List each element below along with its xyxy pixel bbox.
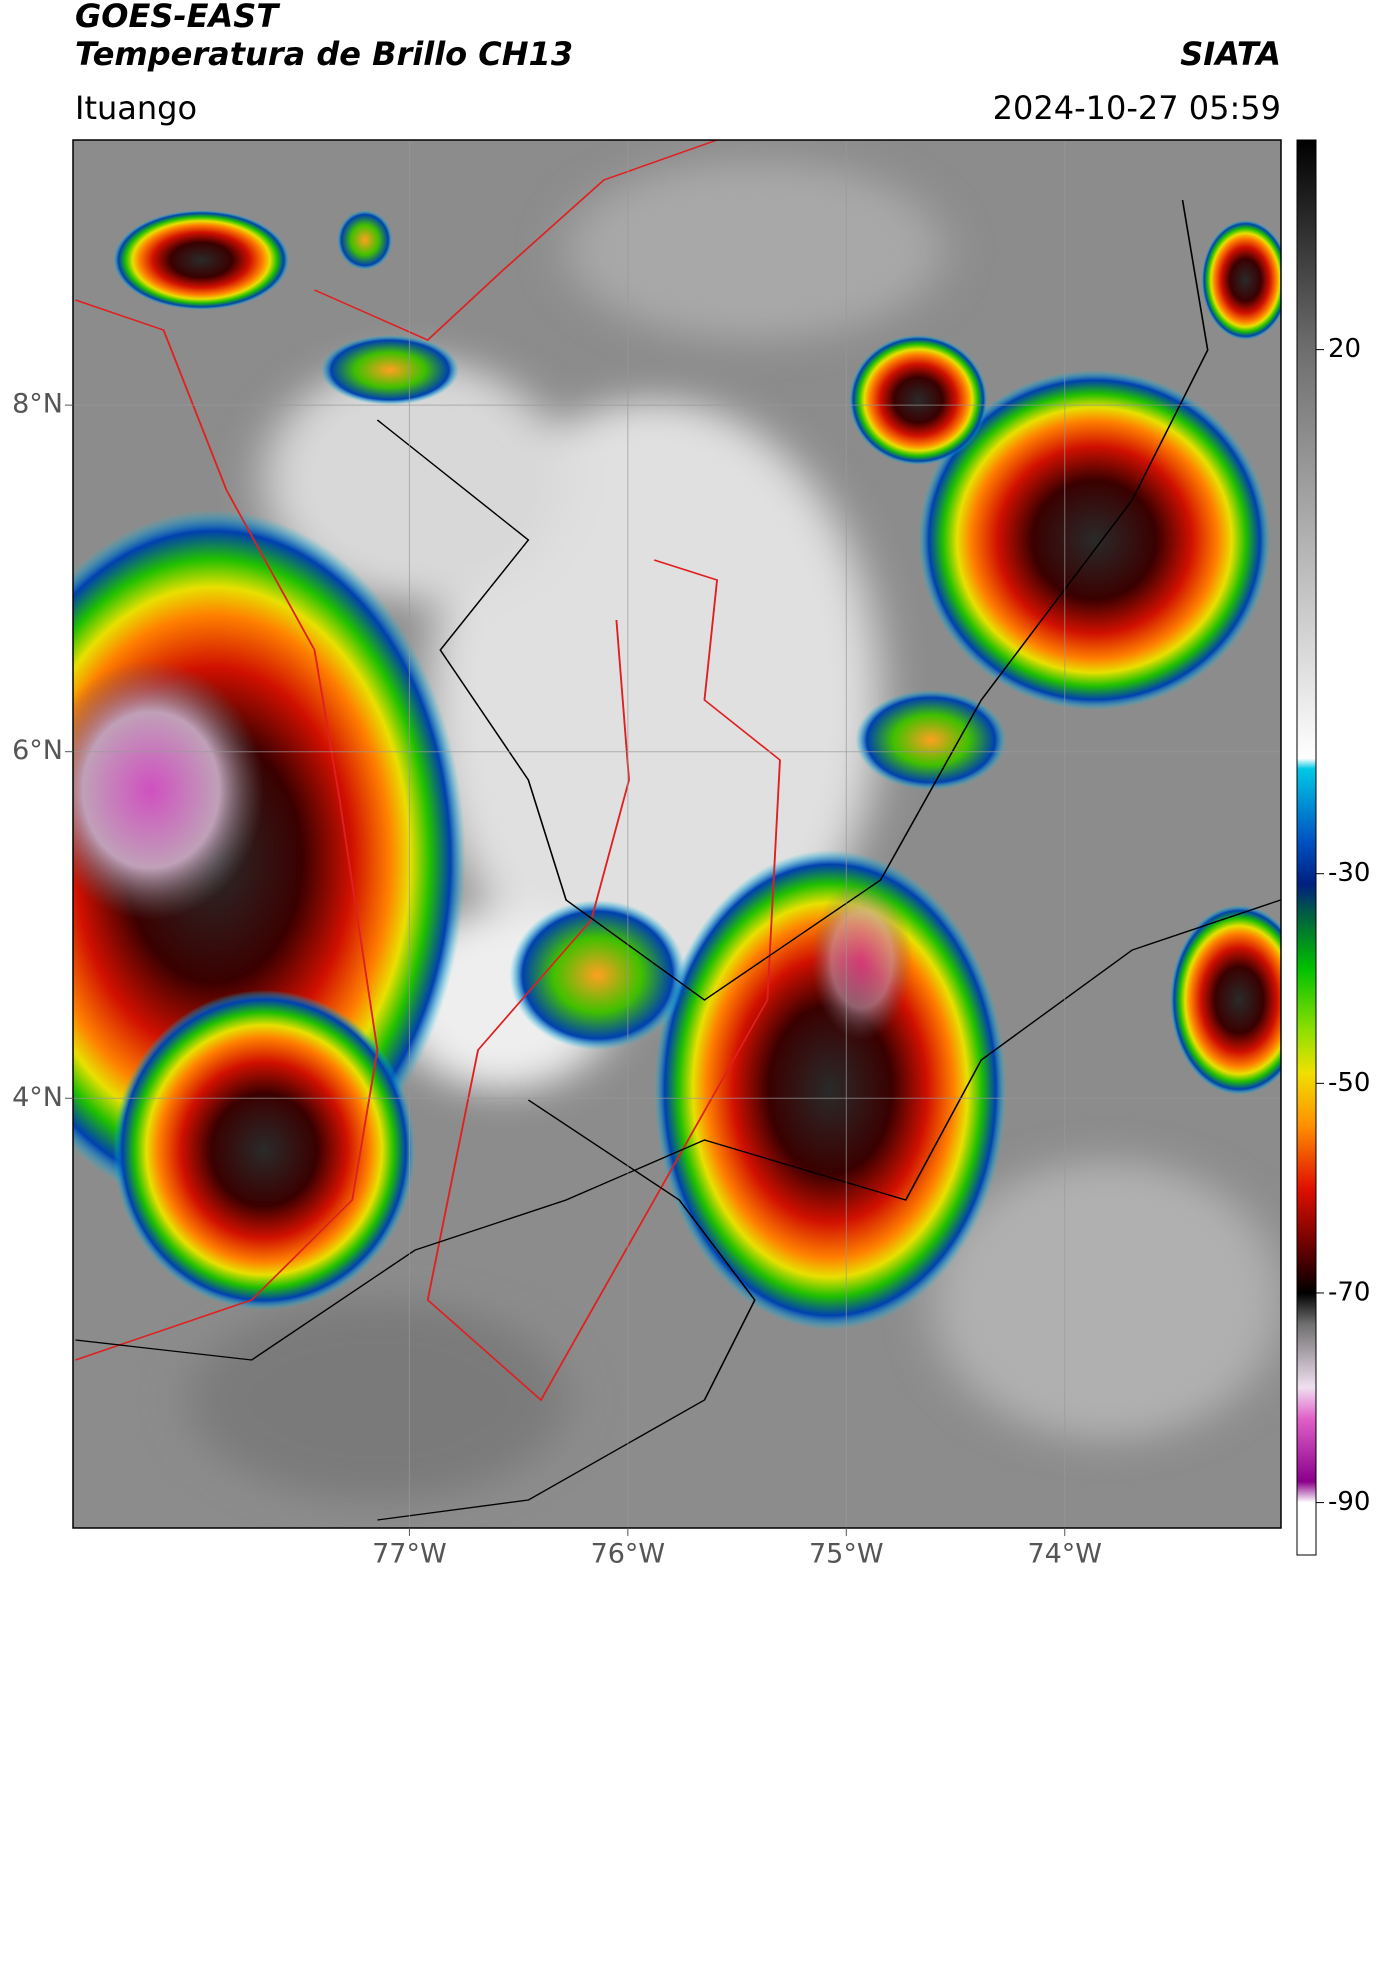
y-tick-label: 4°N — [12, 1082, 63, 1113]
colorbar-tick-label: -50 — [1328, 1068, 1370, 1098]
title: GOES-EAST — [75, 0, 280, 35]
colorbar — [1296, 139, 1317, 1556]
location: Ituango — [75, 89, 197, 127]
colorbar-tick-label: 20 — [1328, 334, 1361, 364]
x-tick-label: 75°W — [809, 1539, 884, 1570]
x-tick-label: 76°W — [591, 1539, 666, 1570]
datetime: 2024-10-27 05:59 — [993, 89, 1281, 127]
x-tick-label: 74°W — [1027, 1539, 1102, 1570]
agency: SIATA — [1180, 35, 1281, 73]
map-imagery — [73, 140, 1281, 1528]
graticule — [73, 140, 1281, 1528]
subtitle: Temperatura de Brillo CH13 — [75, 35, 573, 73]
colorbar-tick-label: -90 — [1328, 1487, 1370, 1517]
map-frame — [72, 139, 1282, 1529]
y-tick-label: 6°N — [12, 735, 63, 766]
x-tick-label: 77°W — [372, 1539, 447, 1570]
colorbar-tick-label: -30 — [1328, 858, 1370, 888]
colorbar-tick-label: -70 — [1328, 1277, 1370, 1307]
y-tick-label: 8°N — [12, 389, 63, 420]
